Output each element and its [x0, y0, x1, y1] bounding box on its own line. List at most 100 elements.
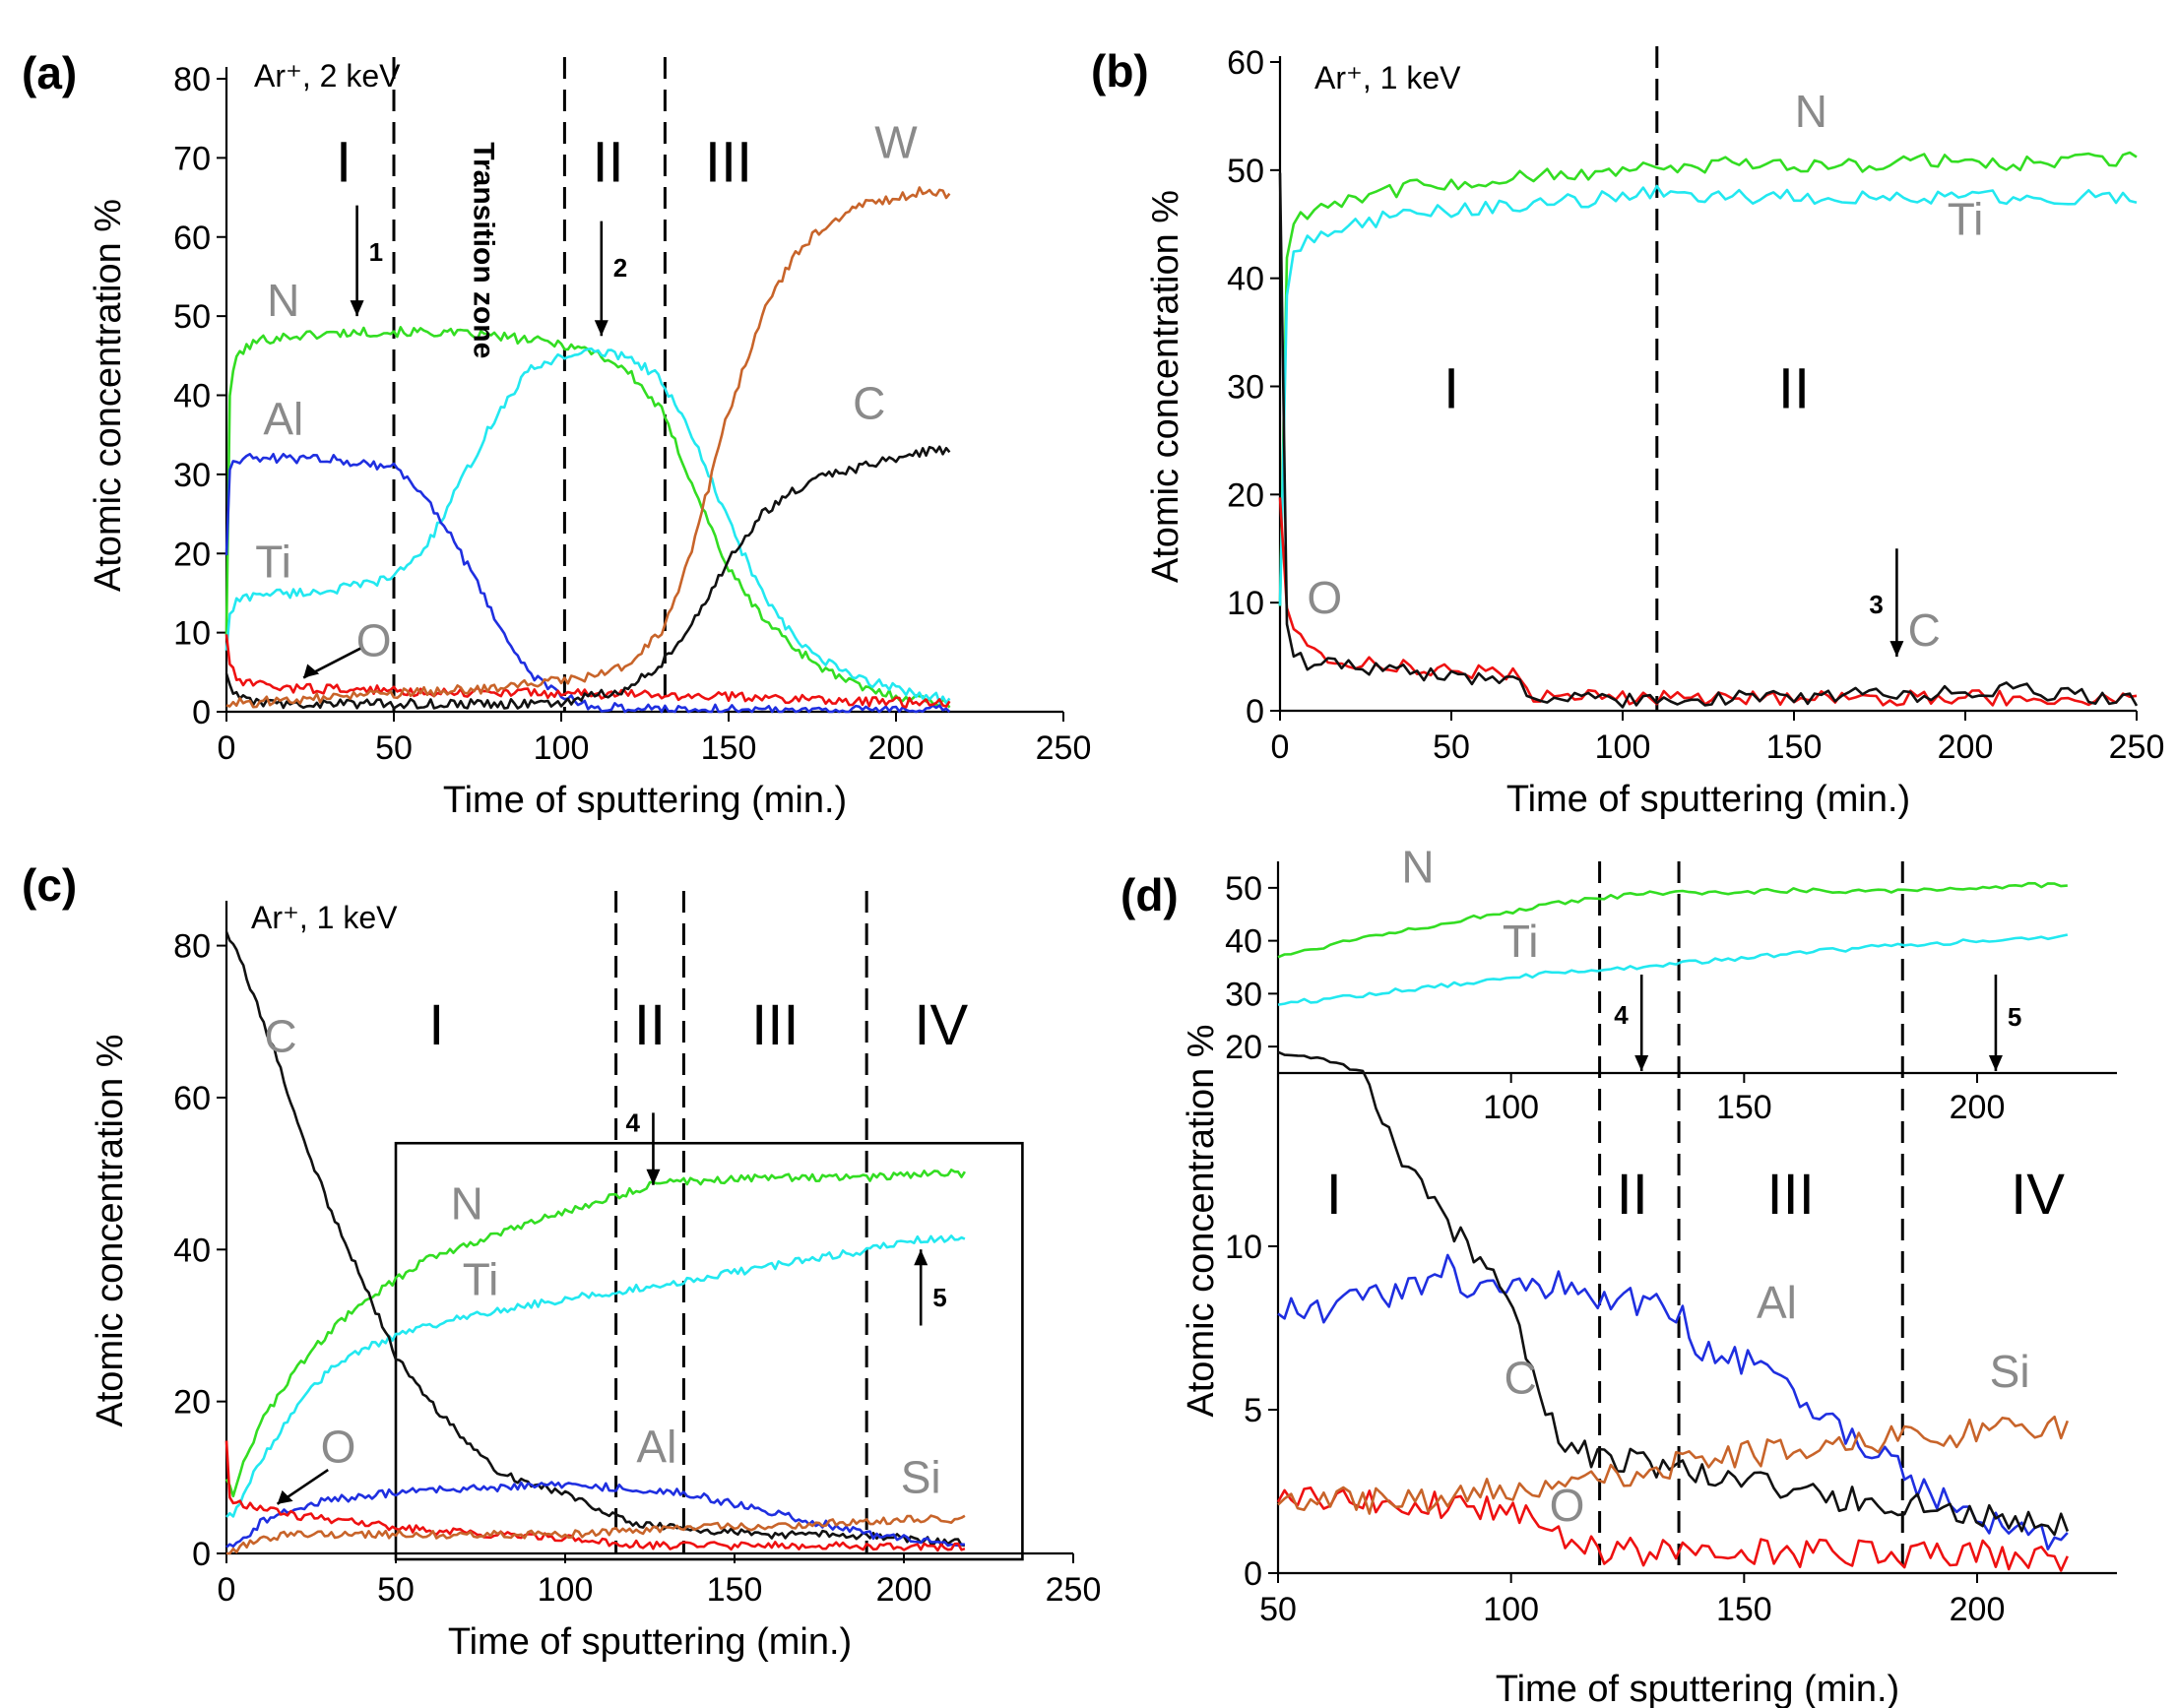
x-tick-label: 50 — [1433, 728, 1470, 766]
arrow-label: 4 — [625, 1108, 640, 1138]
arrow-5-head — [1988, 1055, 2003, 1071]
element-label: Al — [1757, 1277, 1797, 1328]
arrow-label: 1 — [369, 237, 383, 267]
x-tick-label: 50 — [1259, 1591, 1297, 1628]
o-pointer-head — [277, 1489, 293, 1504]
y-tick-label: 60 — [1227, 44, 1264, 82]
panel-a: (a) Ar⁺, 2 keV 0 50 100 150 200 250 0 10 20 30 40 50 6… — [22, 47, 1091, 821]
arrow-label: 2 — [613, 253, 627, 283]
upper-x-tick-label: 150 — [1716, 1089, 1772, 1126]
series-line-al — [1277, 1253, 2069, 1550]
y-tick-label: 20 — [173, 1384, 211, 1422]
arrow-label: 5 — [932, 1283, 946, 1312]
x-axis-title: Time of sputtering (min.) — [443, 780, 847, 821]
o-pointer-head — [303, 664, 320, 678]
panel-label: (c) — [22, 859, 77, 911]
region-label: III — [1766, 1163, 1814, 1227]
region-label: III — [751, 993, 799, 1057]
y-tick-label: 40 — [1227, 261, 1264, 298]
y-tick-label: 60 — [173, 1080, 211, 1117]
y-tick-label: 50 — [1227, 153, 1264, 190]
arrow-4-head — [1634, 1055, 1649, 1071]
y-tick-label: 20 — [1227, 476, 1264, 514]
y-tick-label: 0 — [192, 694, 211, 731]
element-label: Al — [263, 394, 303, 445]
region-label: I — [336, 130, 352, 194]
series-line-si — [226, 1514, 966, 1555]
inset-frame — [394, 1141, 1024, 1561]
panel-c: (c) Ar⁺, 1 keV 0 50 100 150 200 250 0 20 40 60 80 Tim… — [22, 859, 1101, 1663]
y-tick-label: 0 — [1244, 1555, 1262, 1593]
x-tick-label: 100 — [1483, 1591, 1539, 1628]
panel-label: (a) — [22, 47, 77, 98]
region-label: I — [428, 993, 444, 1057]
x-tick-label: 100 — [1595, 728, 1651, 766]
y-tick-label: 40 — [173, 378, 211, 415]
y-tick-label: 10 — [1227, 585, 1264, 622]
region-label: II — [634, 993, 666, 1057]
x-tick-label: 200 — [1950, 1591, 2006, 1628]
element-label: O — [356, 615, 392, 666]
series-line-o — [1278, 497, 2138, 707]
series-line-al — [224, 453, 951, 714]
region-label: I — [1443, 356, 1459, 420]
series-line-c — [224, 445, 951, 710]
series-line-n — [224, 1169, 967, 1498]
element-label: C — [264, 1011, 296, 1062]
element-label: Ti — [1503, 916, 1539, 967]
series-line-al — [225, 1481, 965, 1549]
element-label: O — [321, 1421, 356, 1472]
series-line-ti — [225, 1234, 966, 1518]
x-axis-title: Time of sputtering (min.) — [448, 1621, 852, 1663]
element-label: O — [1550, 1480, 1585, 1531]
y-tick-label: 70 — [173, 140, 211, 177]
x-tick-label: 50 — [375, 729, 413, 767]
x-tick-label: 150 — [1716, 1591, 1772, 1628]
x-tick-label: 0 — [218, 1571, 236, 1609]
element-label: N — [1795, 86, 1827, 137]
upper-x-tick-label: 100 — [1483, 1089, 1539, 1126]
region-label: II — [592, 130, 623, 194]
x-tick-label: 50 — [377, 1571, 415, 1609]
arrow-2-head — [594, 320, 608, 337]
series-line-si — [1277, 1415, 2070, 1515]
element-label: C — [853, 378, 885, 429]
beam-label: Ar⁺, 1 keV — [1314, 60, 1461, 95]
panel-label: (d) — [1121, 869, 1179, 920]
y-tick-label: 5 — [1244, 1392, 1262, 1429]
panel-label: (b) — [1091, 45, 1149, 96]
beam-label: Ar⁺, 2 keV — [254, 58, 401, 94]
x-axis-title: Time of sputtering (min.) — [1506, 779, 1910, 820]
x-tick-label: 200 — [868, 729, 925, 767]
element-label: Ti — [1948, 194, 1984, 245]
region-label: III — [705, 130, 752, 194]
y-axis-title: Atomic concentration % — [90, 1034, 131, 1426]
region-label: II — [1778, 356, 1810, 420]
y-axis-title: Atomic concentration % — [1145, 190, 1186, 583]
x-tick-label: 250 — [1046, 1571, 1102, 1609]
series-line-n — [1277, 881, 2068, 959]
panel-b: (b) Ar⁺, 1 keV 0 50 100 150 200 250 0 10 20 30 40 50 6… — [1091, 44, 2164, 820]
arrow-4-head — [646, 1169, 661, 1185]
arrow-1-head — [350, 300, 364, 317]
x-tick-label: 0 — [218, 729, 236, 767]
series-line-o — [224, 1440, 966, 1552]
panel-d: (d) 20 30 40 50 100 150 200 0 5 10 50 100 150 200 Time … — [1121, 842, 2117, 1708]
region-label: I — [1326, 1163, 1342, 1227]
series-line-ti — [224, 347, 951, 705]
y-tick-label: 30 — [1227, 369, 1264, 407]
y-tick-label: 0 — [192, 1536, 211, 1573]
x-tick-label: 150 — [701, 729, 757, 767]
element-label: C — [1505, 1352, 1537, 1403]
arrow-label: 3 — [1869, 590, 1883, 619]
arrow-label: 4 — [1614, 1000, 1629, 1030]
upper-x-tick-label: 200 — [1950, 1089, 2006, 1126]
y-tick-label: 10 — [173, 615, 211, 653]
element-label: N — [451, 1177, 483, 1229]
y-tick-label: 30 — [173, 457, 211, 494]
x-tick-label: 250 — [1036, 729, 1092, 767]
y-tick-label: 50 — [173, 298, 211, 336]
series-line-w — [225, 186, 951, 709]
element-label: Ti — [255, 536, 291, 587]
